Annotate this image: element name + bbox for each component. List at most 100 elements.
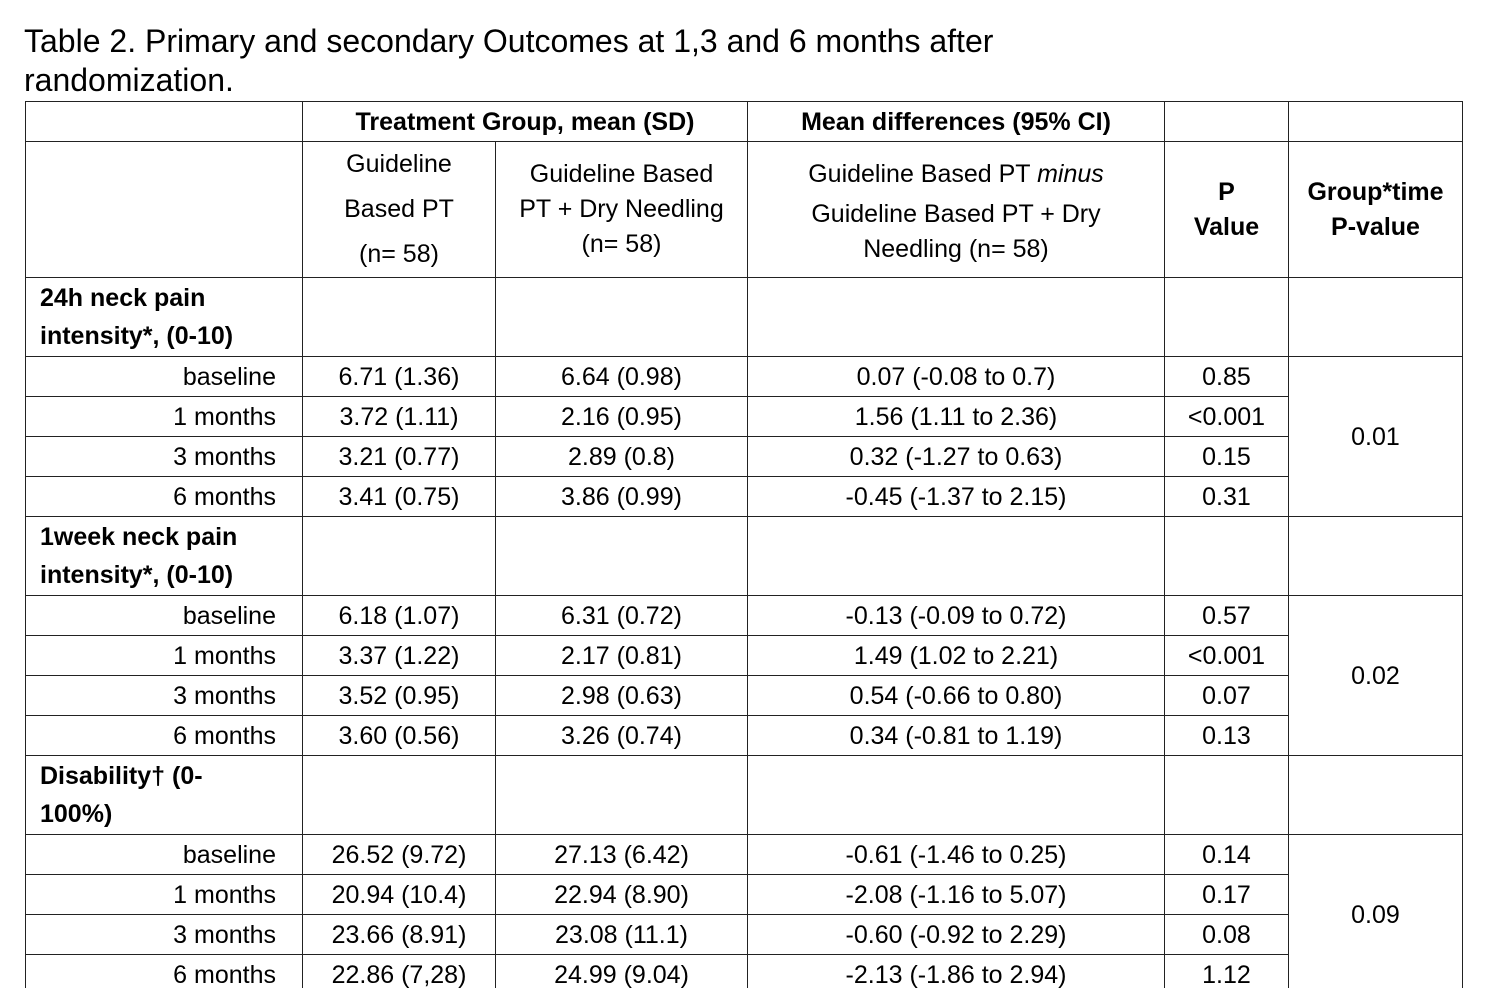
- data-row: 1 months 3.37 (1.22) 2.17 (0.81) 1.49 (1.02…: [25, 635, 1463, 676]
- group-label-line: intensity*, (0-10): [40, 561, 234, 589]
- header-line: (n= 58): [359, 240, 439, 268]
- group-time-cell: 0.01: [1288, 356, 1463, 517]
- empty-cell: [1164, 516, 1289, 596]
- header-line: PT + Dry Needling: [519, 195, 724, 223]
- data-cell: 2.98 (0.63): [495, 675, 748, 716]
- data-row: 6 months 22.86 (7,28) 24.99 (9.04) -2.13 (-…: [25, 954, 1463, 988]
- empty-cell: [495, 755, 748, 835]
- header-line: P-value: [1331, 212, 1420, 241]
- header-line: Value: [1193, 212, 1260, 241]
- data-cell: 3.21 (0.77): [302, 436, 496, 477]
- data-cell: 0.32 (-1.27 to 0.63): [747, 436, 1165, 477]
- row-label: 3 months: [25, 914, 303, 955]
- data-row: 3 months 23.66 (8.91) 23.08 (11.1) -0.60 (-…: [25, 914, 1463, 955]
- header-cell: Mean differences (95% CI): [747, 101, 1165, 142]
- data-cell: 0.34 (-0.81 to 1.19): [747, 715, 1165, 756]
- data-cell: 20.94 (10.4): [302, 874, 496, 915]
- data-cell: 0.17: [1164, 874, 1289, 915]
- row-label: 6 months: [25, 476, 303, 517]
- header-line: P: [1218, 177, 1235, 206]
- row-label: 3 months: [25, 436, 303, 477]
- data-cell: 23.08 (11.1): [495, 914, 748, 955]
- data-cell: 0.08: [1164, 914, 1289, 955]
- header-text: Guideline Based PT: [808, 160, 1031, 188]
- header-line: Group*time: [1307, 177, 1444, 206]
- empty-cell: [1164, 755, 1289, 835]
- row-label: 1 months: [25, 874, 303, 915]
- empty-cell: [1288, 101, 1463, 142]
- group-label: 1week neck pain intensity*, (0-10): [25, 516, 303, 596]
- data-cell: 1.49 (1.02 to 2.21): [747, 635, 1165, 676]
- empty-cell: [747, 516, 1165, 596]
- data-cell: -0.60 (-0.92 to 2.29): [747, 914, 1165, 955]
- header-row: Guideline Based PT (n= 58) Guideline Based P…: [25, 141, 1463, 278]
- data-cell: 2.16 (0.95): [495, 396, 748, 437]
- header-row: Treatment Group, mean (SD) Mean differenc…: [25, 101, 1463, 142]
- empty-cell: [302, 755, 496, 835]
- group-row: Disability† (0- 100%): [25, 755, 1463, 835]
- data-cell: 3.41 (0.75): [302, 476, 496, 517]
- data-cell: 1.12: [1164, 954, 1289, 988]
- empty-cell: [25, 101, 303, 142]
- data-cell: 2.89 (0.8): [495, 436, 748, 477]
- empty-cell: [747, 755, 1165, 835]
- data-cell: 6.18 (1.07): [302, 595, 496, 636]
- data-cell: 6.71 (1.36): [302, 356, 496, 397]
- group-row: 24h neck pain intensity*, (0-10): [25, 277, 1463, 357]
- group-label: Disability† (0- 100%): [25, 755, 303, 835]
- outcomes-table: Treatment Group, mean (SD) Mean differenc…: [25, 101, 1463, 988]
- data-cell: 0.15: [1164, 436, 1289, 477]
- row-label: 1 months: [25, 396, 303, 437]
- data-cell: 22.94 (8.90): [495, 874, 748, 915]
- data-cell: <0.001: [1164, 635, 1289, 676]
- data-cell: 3.86 (0.99): [495, 476, 748, 517]
- data-cell: 0.31: [1164, 476, 1289, 517]
- empty-cell: [1288, 516, 1463, 596]
- data-cell: 27.13 (6.42): [495, 834, 748, 875]
- header-line: (n= 58): [581, 230, 662, 258]
- group-label-line: 24h neck pain: [40, 284, 206, 312]
- data-cell: 26.52 (9.72): [302, 834, 496, 875]
- data-cell: -0.45 (-1.37 to 2.15): [747, 476, 1165, 517]
- row-label: 1 months: [25, 635, 303, 676]
- data-cell: 6.31 (0.72): [495, 595, 748, 636]
- data-row: 6 months 3.41 (0.75) 3.86 (0.99) -0.45 (-1.…: [25, 476, 1463, 517]
- header-line: Based PT: [344, 195, 454, 223]
- data-cell: -2.08 (-1.16 to 5.07): [747, 874, 1165, 915]
- data-cell: 3.26 (0.74): [495, 715, 748, 756]
- data-row: 1 months 20.94 (10.4) 22.94 (8.90) -2.08 (-…: [25, 874, 1463, 915]
- header-cell: Treatment Group, mean (SD): [302, 101, 748, 142]
- data-cell: <0.001: [1164, 396, 1289, 437]
- table-title: Table 2. Primary and secondary Outcomes …: [24, 23, 994, 98]
- group-label-line: 100%): [40, 800, 113, 828]
- header-text: minus: [1037, 160, 1104, 188]
- data-cell: 0.54 (-0.66 to 0.80): [747, 675, 1165, 716]
- group-time-cell: 0.09: [1288, 834, 1463, 988]
- header-line: Guideline Based PT minus: [748, 152, 1164, 197]
- data-cell: 1.56 (1.11 to 2.36): [747, 396, 1165, 437]
- row-label: 6 months: [25, 715, 303, 756]
- data-cell: 23.66 (8.91): [302, 914, 496, 955]
- empty-cell: [1288, 755, 1463, 835]
- empty-cell: [1288, 277, 1463, 357]
- row-label: baseline: [25, 356, 303, 397]
- header-cell: Group*time P-value: [1288, 141, 1463, 278]
- header-cell: Guideline Based PT minus Guideline Based …: [747, 141, 1165, 278]
- data-cell: 3.37 (1.22): [302, 635, 496, 676]
- data-cell: 0.57: [1164, 595, 1289, 636]
- data-cell: 22.86 (7,28): [302, 954, 496, 988]
- data-cell: 24.99 (9.04): [495, 954, 748, 988]
- data-row: baseline 6.18 (1.07) 6.31 (0.72) -0.13 (-0.…: [25, 595, 1463, 756]
- header-cell: Guideline Based PT (n= 58): [302, 141, 496, 278]
- empty-cell: [495, 516, 748, 596]
- data-cell: -0.61 (-1.46 to 0.25): [747, 834, 1165, 875]
- group-label: 24h neck pain intensity*, (0-10): [25, 277, 303, 357]
- empty-cell: [1164, 101, 1289, 142]
- group-row: 1week neck pain intensity*, (0-10): [25, 516, 1463, 596]
- data-cell: 0.85: [1164, 356, 1289, 397]
- data-cell: 0.14: [1164, 834, 1289, 875]
- empty-cell: [302, 516, 496, 596]
- group-label-line: intensity*, (0-10): [40, 322, 234, 350]
- data-cell: 3.60 (0.56): [302, 715, 496, 756]
- data-row: 3 months 3.52 (0.95) 2.98 (0.63) 0.54 (-0.6…: [25, 675, 1463, 716]
